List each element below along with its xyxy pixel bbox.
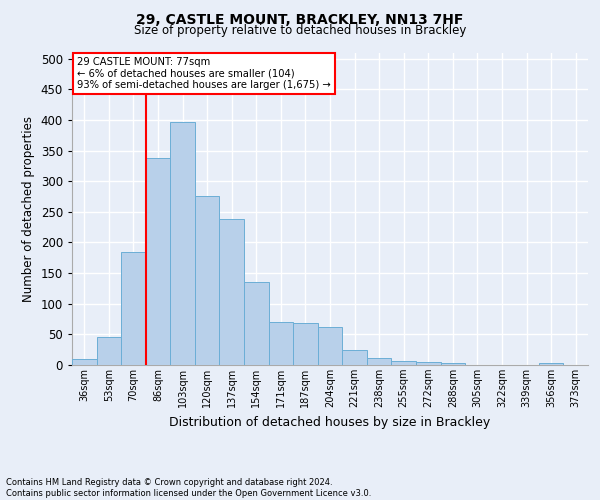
Text: 29 CASTLE MOUNT: 77sqm
← 6% of detached houses are smaller (104)
93% of semi-det: 29 CASTLE MOUNT: 77sqm ← 6% of detached … [77,57,331,90]
Bar [195,196,220,365]
Bar [121,252,146,365]
Bar [440,362,465,365]
Bar [244,282,269,365]
Bar [293,324,318,365]
Text: Contains HM Land Registry data © Crown copyright and database right 2024.
Contai: Contains HM Land Registry data © Crown c… [6,478,371,498]
Bar [146,158,170,365]
Y-axis label: Number of detached properties: Number of detached properties [22,116,35,302]
Bar [391,360,416,365]
Bar [97,337,121,365]
Bar [269,322,293,365]
Bar [72,359,97,365]
Bar [367,358,391,365]
Text: 29, CASTLE MOUNT, BRACKLEY, NN13 7HF: 29, CASTLE MOUNT, BRACKLEY, NN13 7HF [136,12,464,26]
Bar [539,362,563,365]
Bar [318,327,342,365]
Text: Size of property relative to detached houses in Brackley: Size of property relative to detached ho… [134,24,466,37]
X-axis label: Distribution of detached houses by size in Brackley: Distribution of detached houses by size … [169,416,491,428]
Bar [342,350,367,365]
Bar [416,362,440,365]
Bar [170,122,195,365]
Bar [220,219,244,365]
